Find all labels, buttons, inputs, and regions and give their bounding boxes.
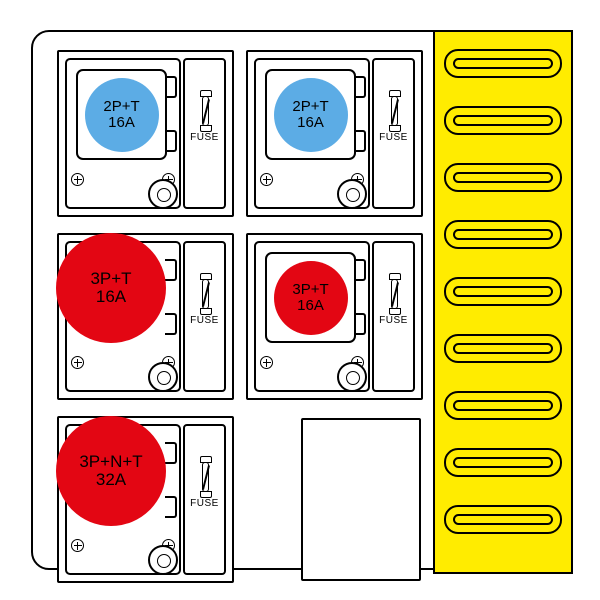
socket-label-line2: 16A <box>96 288 126 306</box>
screw-icon <box>71 173 84 186</box>
socket-module-0: 2P+T16A FUSE <box>57 50 234 217</box>
socket-label-line2: 16A <box>297 115 324 131</box>
hinge-tab <box>165 76 177 98</box>
din-slot[interactable] <box>444 163 562 192</box>
socket-frame: 2P+T16A <box>65 58 181 209</box>
hinge-tab <box>354 313 366 335</box>
latch-knob[interactable] <box>337 362 367 392</box>
fuse-panel: FUSE <box>183 241 226 392</box>
socket-label-line2: 16A <box>297 298 324 314</box>
socket-frame: 3P+T16A <box>65 241 181 392</box>
cee-socket[interactable]: 2P+T16A <box>274 78 348 152</box>
fuse-panel: FUSE <box>183 424 226 575</box>
din-slot[interactable] <box>444 448 562 477</box>
board-inner: 2P+T16AFUSE2P+T16AFUSE3P+T16AFUSE3P+T16A… <box>31 30 569 570</box>
hinge-tab <box>354 259 366 281</box>
fuse-label: FUSE <box>374 315 413 326</box>
socket-module-3: 3P+T16A FUSE <box>246 233 423 400</box>
din-slot[interactable] <box>444 391 562 420</box>
fuse-label: FUSE <box>185 132 224 143</box>
fuse-panel: FUSE <box>372 58 415 209</box>
blank-plate <box>301 418 421 581</box>
cee-socket[interactable]: 3P+T16A <box>274 261 348 335</box>
hinge-tab <box>165 259 177 281</box>
hinge-tab <box>165 130 177 152</box>
hinge-tab <box>165 496 177 518</box>
hinge-tab <box>165 313 177 335</box>
socket-label-line1: 3P+N+T <box>79 453 142 471</box>
screw-icon <box>71 356 84 369</box>
fuse-filament <box>393 284 397 305</box>
socket-module-2: 3P+T16A FUSE <box>57 233 234 400</box>
fuse-panel: FUSE <box>183 58 226 209</box>
socket-frame: 2P+T16A <box>254 58 370 209</box>
socket-label-line2: 32A <box>96 471 126 489</box>
socket-frame: 3P+T16A <box>254 241 370 392</box>
fuse-label: FUSE <box>185 315 224 326</box>
fuse-label: FUSE <box>374 132 413 143</box>
fuse-filament <box>204 467 208 488</box>
fuse-panel: FUSE <box>372 241 415 392</box>
din-slot[interactable] <box>444 49 562 78</box>
socket-frame: 3P+N+T32A <box>65 424 181 575</box>
socket-module-1: 2P+T16A FUSE <box>246 50 423 217</box>
cee-socket[interactable]: 2P+T16A <box>85 78 159 152</box>
fuse-filament <box>204 101 208 122</box>
din-rail-cover <box>433 30 573 574</box>
socket-module-4: 3P+N+T32A FUSE <box>57 416 234 583</box>
socket-label-line1: 3P+T <box>90 270 131 288</box>
hinge-tab <box>165 442 177 464</box>
socket-label-line1: 2P+T <box>103 99 139 115</box>
socket-label-line2: 16A <box>108 115 135 131</box>
din-slot[interactable] <box>444 505 562 534</box>
fuse-label: FUSE <box>185 498 224 509</box>
latch-knob[interactable] <box>148 179 178 209</box>
screw-icon <box>71 539 84 552</box>
cee-socket[interactable]: 3P+T16A <box>56 233 166 343</box>
din-slot[interactable] <box>444 277 562 306</box>
fuse-filament <box>204 284 208 305</box>
socket-label-line1: 2P+T <box>292 99 328 115</box>
latch-knob[interactable] <box>148 545 178 575</box>
hinge-tab <box>354 76 366 98</box>
socket-label-line1: 3P+T <box>292 282 328 298</box>
din-slot[interactable] <box>444 106 562 135</box>
latch-knob[interactable] <box>337 179 367 209</box>
din-slot[interactable] <box>444 220 562 249</box>
din-slot[interactable] <box>444 334 562 363</box>
distribution-board: 2P+T16AFUSE2P+T16AFUSE3P+T16AFUSE3P+T16A… <box>0 0 600 600</box>
hinge-tab <box>354 130 366 152</box>
cee-socket[interactable]: 3P+N+T32A <box>56 416 166 526</box>
screw-icon <box>260 356 273 369</box>
screw-icon <box>260 173 273 186</box>
fuse-filament <box>393 101 397 122</box>
latch-knob[interactable] <box>148 362 178 392</box>
